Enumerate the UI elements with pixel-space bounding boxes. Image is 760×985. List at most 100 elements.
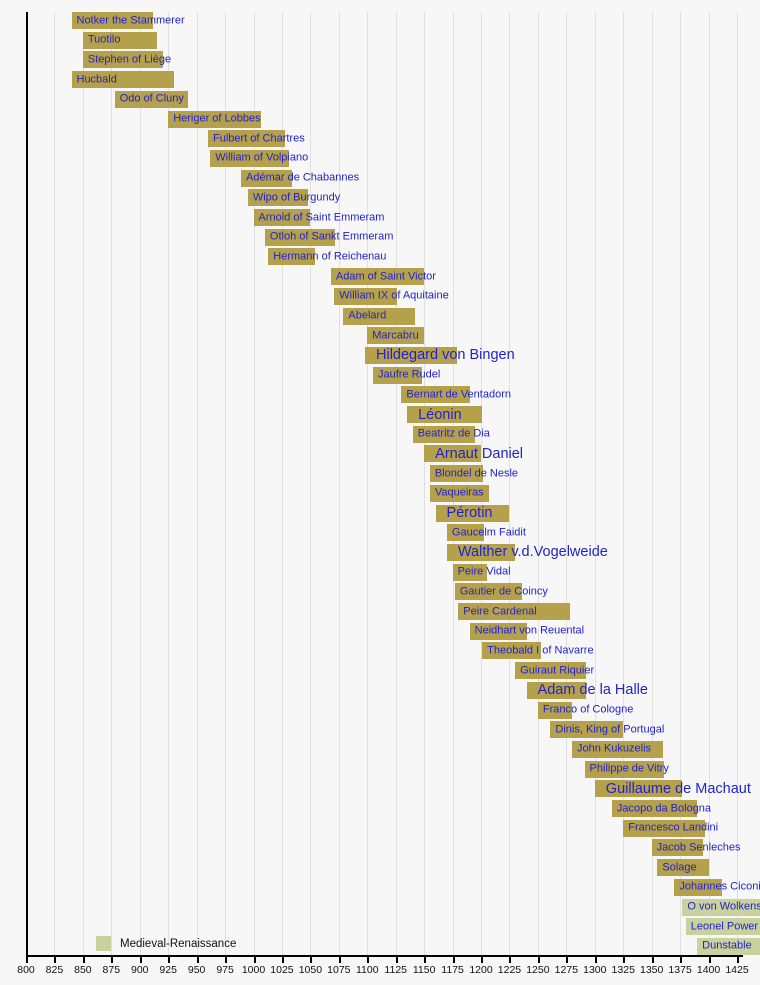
timeline-bar: Dinis, King of Portugal — [550, 721, 664, 739]
timeline-bar: Marcabru — [367, 327, 425, 345]
y-axis-line — [26, 12, 28, 955]
composer-label[interactable]: Vaqueiras — [434, 486, 484, 499]
composer-label[interactable]: Franco of Cologne — [542, 703, 634, 716]
composer-label[interactable]: Guillaume de Machaut — [605, 780, 751, 797]
composer-label[interactable]: Tuotilo — [87, 33, 121, 46]
composer-label[interactable]: Dunstable — [702, 939, 752, 952]
timeline-bar: Otloh of Sankt Emmeram — [264, 228, 393, 246]
gridline — [566, 12, 568, 955]
composer-label[interactable]: Léonin — [418, 406, 462, 423]
composer-label[interactable]: Johannes Ciconia — [679, 880, 760, 893]
composer-label[interactable]: Jacob Senleches — [656, 841, 741, 854]
timeline-bar: Arnold of Saint Emmeram — [253, 209, 384, 226]
axis-tick — [26, 957, 28, 963]
composer-label[interactable]: Gautier de Coincy — [459, 585, 548, 598]
composer-label[interactable]: William IX of Aquitaine — [339, 289, 449, 302]
axis-tick — [708, 957, 711, 963]
gridline — [281, 12, 283, 955]
x-axis-line — [26, 955, 743, 957]
timeline-bar: Arnaut Daniel — [424, 445, 523, 463]
gridline — [82, 12, 84, 955]
axis-tick — [338, 957, 341, 963]
composer-label[interactable]: Wipo of Burgundy — [252, 191, 341, 204]
composer-label[interactable]: Marcabru — [372, 329, 419, 342]
composer-label[interactable]: Philippe de Vitry — [589, 762, 669, 775]
composer-label[interactable]: Arnold of Saint Emmeram — [258, 211, 385, 223]
axis-tick — [623, 957, 626, 963]
composer-label[interactable]: Otloh of Sankt Emmeram — [269, 230, 394, 243]
axis-tick — [54, 957, 57, 963]
axis-tick — [82, 957, 85, 963]
axis-tick-label: 875 — [102, 964, 121, 976]
timeline-bar: Francesco Landini — [623, 819, 718, 837]
axis-tick — [509, 957, 512, 963]
gridline — [253, 12, 255, 955]
axis-tick-label: 825 — [45, 964, 64, 976]
timeline-bar: William IX of Aquitaine — [334, 287, 449, 305]
timeline-bar: Philippe de Vitry — [584, 760, 669, 778]
composer-label[interactable]: Pérotin — [446, 504, 493, 521]
composer-label[interactable]: Fulbert of Chartres — [213, 132, 305, 145]
composer-label[interactable]: Abelard — [348, 309, 387, 322]
composer-label[interactable]: Arnaut Daniel — [435, 445, 524, 462]
composer-label[interactable]: Adam of Saint Victor — [335, 270, 436, 283]
composer-label[interactable]: Dinis, King of Portugal — [555, 723, 665, 736]
timeline-bar: Heriger of Lobbes — [168, 110, 262, 128]
composer-label[interactable]: Odo of Cluny — [119, 92, 184, 105]
timeline-bar: Gautier de Coincy — [454, 583, 548, 601]
timeline-bar: O von Wolkenstein — [682, 898, 760, 916]
timeline-bar: Adam of Saint Victor — [330, 268, 436, 286]
axis-tick — [281, 957, 284, 963]
composer-label[interactable]: Hildegard von Bingen — [376, 347, 515, 364]
gridline — [651, 12, 653, 955]
timeline-bar: Hildegard von Bingen — [365, 346, 515, 364]
composer-label[interactable]: Stephen of Liège — [87, 53, 172, 66]
axis-tick — [594, 957, 597, 963]
composer-label[interactable]: Guiraut Riquier — [520, 664, 595, 677]
axis-tick-label: 1050 — [298, 964, 323, 976]
axis-tick-label: 1225 — [497, 964, 522, 976]
composer-label[interactable]: Peire Cardenal — [463, 605, 537, 617]
composer-label[interactable]: Blondel de Nesle — [434, 467, 519, 480]
gridline — [708, 12, 710, 955]
axis-tick — [225, 957, 228, 963]
composer-label[interactable]: Beatritz de Dia — [417, 427, 490, 440]
composer-label[interactable]: Solage — [662, 861, 697, 874]
composer-label[interactable]: Leonel Power — [690, 920, 759, 933]
axis-tick-label: 1100 — [355, 964, 379, 976]
composer-label[interactable]: Adémar de Chabannes — [246, 171, 360, 184]
timeline-bar: Leonel Power — [685, 918, 760, 936]
timeline-bar: Abelard — [343, 307, 416, 325]
composer-label[interactable]: Francesco Landini — [628, 821, 719, 834]
timeline-bar: Hermann of Reichenau — [268, 248, 386, 266]
gridline — [737, 12, 738, 955]
axis-tick — [253, 957, 256, 963]
axis-tick — [367, 957, 370, 963]
composer-label[interactable]: Bernart de Ventadorn — [406, 388, 511, 401]
composer-label[interactable]: Jaufre Rudel — [377, 368, 441, 381]
axis-tick — [737, 957, 739, 963]
composer-label[interactable]: O von Wolkenstein — [687, 900, 760, 913]
composer-label[interactable]: Theobald I of Navarre — [487, 644, 594, 657]
composer-label[interactable]: Gaucelm Faidit — [451, 526, 526, 539]
composer-label[interactable]: Jacopo da Bologna — [616, 802, 712, 814]
timeline-bar: Jaufre Rudel — [372, 366, 440, 384]
composer-label[interactable]: John Kukuzelis — [577, 742, 652, 755]
axis-tick — [452, 957, 455, 963]
composer-label[interactable]: Heriger of Lobbes — [173, 112, 261, 125]
timeline-bar: Adam de la Halle — [526, 681, 648, 699]
legend: Medieval-Renaissance — [96, 936, 236, 951]
composer-label[interactable]: Notker the Stammerer — [76, 14, 185, 26]
timeline-bar: Stephen of Liège — [82, 51, 171, 69]
composer-label[interactable]: Hermann of Reichenau — [273, 250, 387, 263]
timeline-bar: Neidhart von Reuental — [469, 622, 584, 640]
timeline-bar: Beatritz de Dia — [412, 425, 490, 443]
composer-label[interactable]: Walther v.d.Vogelweide — [457, 544, 608, 561]
composer-label[interactable]: William of Volpiano — [215, 151, 309, 164]
composer-label[interactable]: Adam de la Halle — [537, 682, 648, 699]
composer-label[interactable]: Neidhart von Reuental — [474, 624, 585, 637]
gridline — [623, 12, 625, 955]
composer-label[interactable]: Hucbald — [76, 73, 117, 86]
legend-swatch-medieval-renaissance — [96, 936, 111, 951]
composer-label[interactable]: Peire Vidal — [457, 565, 511, 578]
